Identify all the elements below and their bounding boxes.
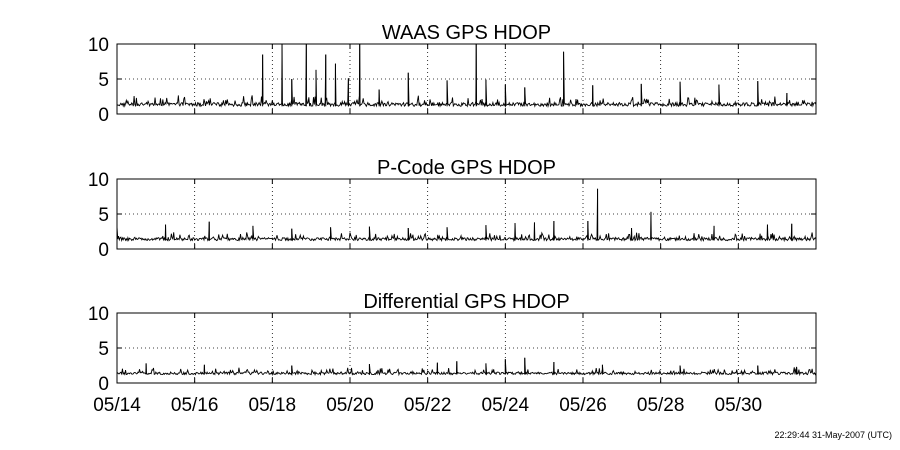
y-tick-label: 0 bbox=[98, 374, 109, 395]
panel-3: 0 5 10 Differential GPS HDOP bbox=[88, 291, 817, 395]
y-tick-label: 0 bbox=[98, 105, 109, 126]
hdop-series-line bbox=[116, 43, 817, 109]
panel-title: WAAS GPS HDOP bbox=[382, 22, 551, 44]
y-tick-label: 5 bbox=[98, 205, 109, 226]
hdop-series-line bbox=[116, 188, 817, 243]
y-tick-label: 10 bbox=[88, 35, 109, 56]
x-tick-label: 05/16 bbox=[171, 395, 219, 416]
panel-2: 0 5 10 P-Code GPS HDOP bbox=[88, 157, 817, 261]
x-tick-label: 05/20 bbox=[326, 395, 374, 416]
x-tick-label: 05/28 bbox=[637, 395, 685, 416]
x-tick-label: 05/22 bbox=[404, 395, 452, 416]
x-tick-label: 05/26 bbox=[559, 395, 607, 416]
timestamp-label: 22:29:44 31-May-2007 (UTC) bbox=[774, 430, 892, 440]
x-tick-label: 05/18 bbox=[249, 395, 297, 416]
y-tick-label: 0 bbox=[98, 240, 109, 261]
x-tick-label: 05/14 bbox=[93, 395, 141, 416]
panel-1: 0 5 10 WAAS GPS HDOP bbox=[88, 22, 817, 126]
y-tick-label: 5 bbox=[98, 339, 109, 360]
y-tick-label: 5 bbox=[98, 70, 109, 91]
x-tick-label: 05/24 bbox=[482, 395, 530, 416]
y-tick-label: 10 bbox=[88, 304, 109, 325]
panel-title: Differential GPS HDOP bbox=[363, 291, 569, 313]
x-tick-label: 05/30 bbox=[715, 395, 763, 416]
panel-title: P-Code GPS HDOP bbox=[377, 157, 556, 179]
y-tick-label: 10 bbox=[88, 170, 109, 191]
hdop-series-line bbox=[116, 357, 817, 377]
